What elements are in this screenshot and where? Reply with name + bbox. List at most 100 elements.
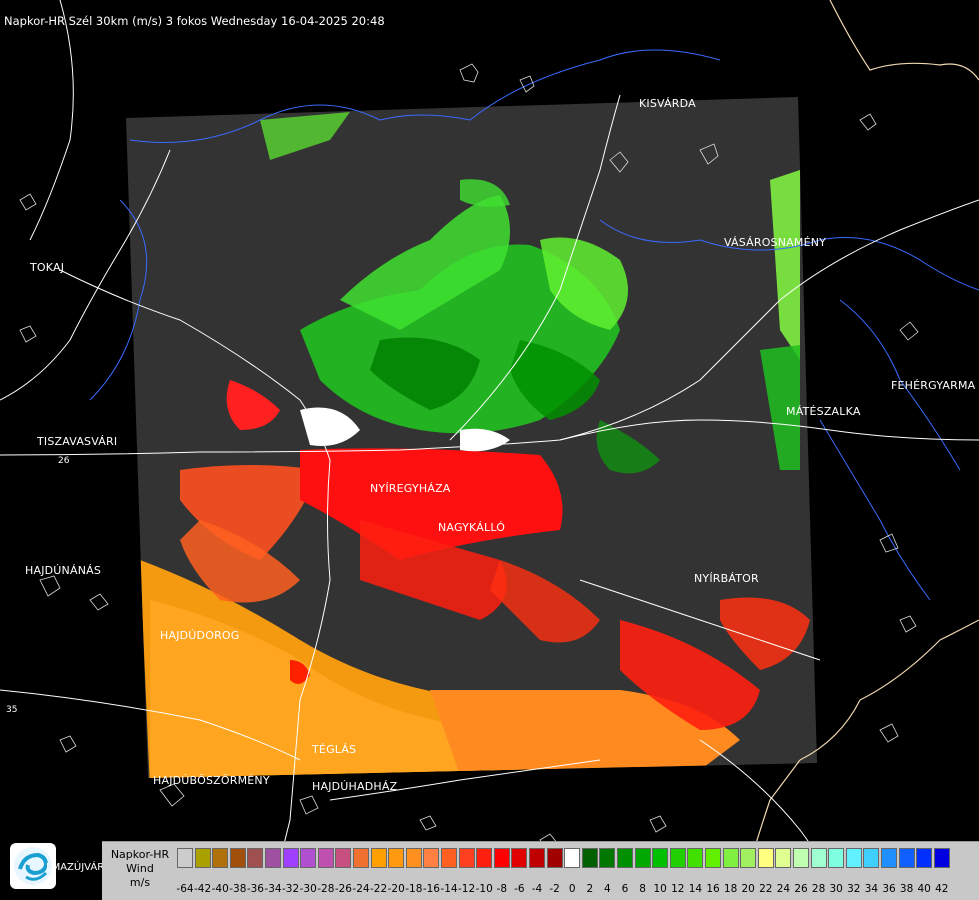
wind-legend: Napkor-HR Wind m/s -64 -42 -40 -38 -36 -34 -32… [102,841,979,900]
city-label-teglas: TÉGLÁS [312,743,357,756]
legend-swatch [793,848,809,868]
legend-swatch [529,848,545,868]
logo-text: LMAZÚJVÁR [46,862,105,873]
legend-swatch [775,848,792,868]
city-label-mateszalka: MÁTÉSZALKA [786,405,861,418]
legend-swatch [652,848,669,868]
legend-swatch [405,848,422,868]
legend-tick-label: -14 [440,883,458,895]
legend-tick-label: 16 [706,883,720,895]
legend-tick-label: 2 [586,883,594,895]
legend-swatch [740,848,757,868]
legend-tick-label: -12 [458,883,476,895]
legend-tick-label: -32 [282,883,300,895]
legend-tick-label: -26 [334,883,352,895]
legend-tick-label: -64 [176,883,194,895]
legend-swatch [845,848,862,868]
legend-swatch [828,848,845,868]
legend-tick-label: 8 [639,883,646,895]
legend-swatch [177,848,193,868]
legend-swatch [564,848,581,868]
legend-swatch [265,848,281,868]
rivers [89,49,979,601]
city-label-hajduboszormeny: HAJDÚBÖSZÖRMÉNY [153,774,270,787]
legend-swatch [247,848,264,868]
legend-swatch [898,848,915,868]
legend-tick-label: -4 [531,883,543,895]
legend-tick-label: 10 [653,883,667,895]
legend-tick-label: 28 [811,883,826,895]
legend-swatch [335,848,352,868]
legend-swatch [933,848,950,868]
city-label-hajdudorog: HAJDÚDOROG [160,629,240,642]
legend-title-line3: m/s [129,876,151,889]
radar-echoes [140,112,810,778]
legend-swatch [687,848,704,868]
legend-tick-label: 4 [604,883,611,895]
road-number-26: 26 [58,456,70,466]
legend-swatch [282,848,299,868]
city-label-hajduhadhaz: HAJDÚHADHÁZ [312,780,398,793]
legend-swatch [212,848,229,868]
legend-tick-label: 6 [621,883,629,895]
legend-swatch [300,848,317,868]
city-label-hajdunanas: HAJDÚNÁNÁS [25,564,102,577]
legend-tick-label: 26 [794,883,808,895]
legend-swatch [722,848,739,868]
legend-tick-label: -38 [229,883,247,895]
legend-tick-label: 18 [723,883,738,895]
legend-tick-label: 40 [917,883,931,895]
legend-tick-label: -42 [194,883,212,895]
legend-tick-label: 30 [829,883,843,895]
legend-tick-label: -16 [422,883,440,895]
legend-tick-label: -18 [405,883,423,895]
settlement-outlines [19,63,919,851]
legend-swatch [423,848,440,868]
city-label-tiszavasvari: TISZAVASVÁRI [37,435,118,448]
legend-tick-label: -40 [211,883,229,895]
legend-swatch [458,848,475,868]
legend-tick-label: -22 [370,883,388,895]
legend-tick-label: -10 [475,883,493,895]
legend-tick-label: -8 [496,883,508,895]
legend-title: Napkor-HR Wind m/s [108,848,172,890]
legend-tick-label: -6 [514,883,525,895]
legend-tick-label: 38 [899,883,914,895]
legend-swatch [599,848,616,868]
city-label-nyiregyhaza: NYÍREGYHÁZA [370,482,451,495]
city-label-tokaj: TOKAJ [30,261,65,274]
legend-swatch [881,848,897,868]
legend-tick-label: 24 [776,883,791,895]
legend-swatch [370,848,387,868]
legend-tick-label: 0 [568,883,576,895]
legend-swatch [353,848,369,868]
legend-swatch [229,848,246,868]
legend-tick-label: 14 [688,883,703,895]
legend-tick-label: 20 [741,883,755,895]
legend-tick-label: -36 [246,883,264,895]
legend-swatch [493,848,510,868]
legend-swatch [317,848,334,868]
legend-swatch [757,848,774,868]
legend-swatch [916,848,933,868]
map-title: Napkor-HR Szél 30km (m/s) 3 fokos Wednes… [4,14,385,28]
legend-swatch [705,848,721,868]
legend-swatch [634,848,651,868]
legend-title-line2: Wind [126,862,154,875]
legend-swatch [617,848,633,868]
legend-swatch [194,848,211,868]
city-label-nyirbator: NYÍRBÁTOR [694,572,759,585]
legend-tick-label: -30 [299,883,317,895]
city-label-nagykallo: NAGYKÁLLÓ [438,521,506,534]
legend-tick-label: -28 [317,883,335,895]
legend-tick-label: 42 [935,883,949,895]
legend-tick-label: 22 [759,883,773,895]
legend-tick-label: 34 [864,883,879,895]
road-number-35: 35 [6,705,17,715]
city-label-kisvarda: KISVÁRDA [639,97,696,110]
city-label-fehergyarmat: FEHÉRGYARMA [891,379,976,392]
legend-swatch [581,848,598,868]
legend-swatch [511,848,528,868]
